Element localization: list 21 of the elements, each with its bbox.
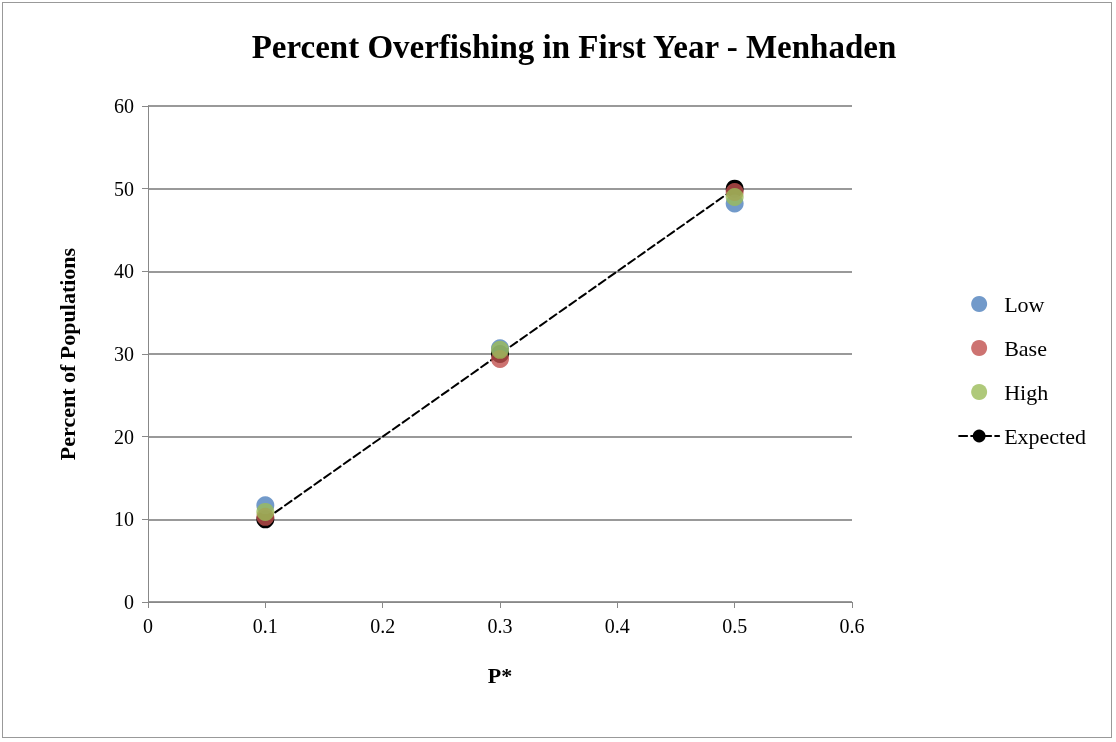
- legend-label: High: [1004, 379, 1049, 405]
- y-tick-label: 60: [114, 95, 134, 117]
- x-tick-label: 0.4: [604, 615, 630, 637]
- legend-label: Base: [1004, 335, 1047, 361]
- y-tick-label: 50: [114, 177, 134, 200]
- y-tick-label: 30: [114, 343, 134, 365]
- chart-title: Percent Overfishing in First Year - Menhaden: [251, 28, 897, 65]
- legend-label: Low: [1004, 291, 1045, 317]
- y-tick-label: 40: [114, 260, 134, 283]
- x-tick-label: 0.6: [839, 615, 865, 637]
- x-tick-label: 0: [143, 615, 153, 637]
- y-tick-label: 0: [124, 591, 134, 613]
- y-axis-title: Percent of Populations: [54, 247, 80, 461]
- x-tick-label: 0.3: [487, 615, 513, 637]
- y-tick-label: 20: [114, 425, 134, 448]
- x-tick-label: 0.2: [370, 615, 396, 637]
- y-tick-label: 10: [114, 508, 134, 531]
- legend-label: Expected: [1004, 423, 1087, 449]
- x-tick-label: 0.1: [252, 615, 278, 637]
- x-tick-label: 0.5: [722, 615, 748, 637]
- x-axis-title: P*: [487, 662, 513, 688]
